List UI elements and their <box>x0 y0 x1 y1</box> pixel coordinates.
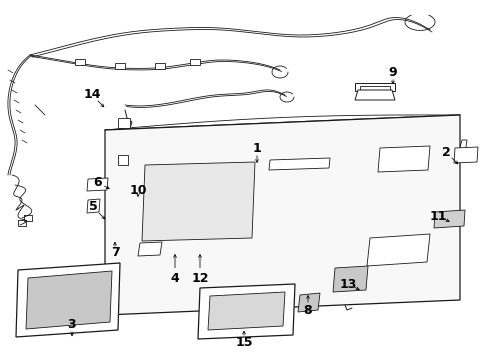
Polygon shape <box>198 284 294 339</box>
Text: 5: 5 <box>88 201 97 213</box>
Polygon shape <box>105 115 459 315</box>
Text: 6: 6 <box>94 176 102 189</box>
Text: 8: 8 <box>303 303 312 316</box>
Polygon shape <box>118 155 128 165</box>
Text: 12: 12 <box>191 271 208 284</box>
Circle shape <box>111 253 121 263</box>
Polygon shape <box>359 86 389 94</box>
Polygon shape <box>26 271 112 329</box>
Text: 13: 13 <box>339 278 356 291</box>
Polygon shape <box>354 90 394 100</box>
Text: 1: 1 <box>252 141 261 154</box>
Polygon shape <box>433 210 464 228</box>
FancyBboxPatch shape <box>190 59 200 65</box>
Polygon shape <box>332 266 367 292</box>
Polygon shape <box>366 234 429 266</box>
Polygon shape <box>87 199 100 213</box>
Polygon shape <box>268 158 329 170</box>
Text: 2: 2 <box>441 145 449 158</box>
Polygon shape <box>354 83 394 91</box>
Text: 15: 15 <box>235 336 252 348</box>
Polygon shape <box>142 162 254 241</box>
FancyBboxPatch shape <box>155 63 164 69</box>
Text: 11: 11 <box>428 210 446 222</box>
Polygon shape <box>453 147 477 163</box>
Polygon shape <box>297 293 319 312</box>
FancyBboxPatch shape <box>75 59 85 65</box>
Polygon shape <box>207 292 285 330</box>
Polygon shape <box>16 263 120 337</box>
Text: 7: 7 <box>110 247 119 260</box>
Polygon shape <box>87 178 108 191</box>
Ellipse shape <box>329 244 379 266</box>
FancyBboxPatch shape <box>115 63 125 69</box>
Text: 4: 4 <box>170 271 179 284</box>
Text: 14: 14 <box>83 89 101 102</box>
Polygon shape <box>138 242 162 256</box>
Polygon shape <box>377 146 429 172</box>
Text: 3: 3 <box>67 319 76 332</box>
Text: 9: 9 <box>388 67 397 80</box>
Text: 10: 10 <box>129 184 146 197</box>
Polygon shape <box>118 118 130 128</box>
Circle shape <box>111 259 117 265</box>
